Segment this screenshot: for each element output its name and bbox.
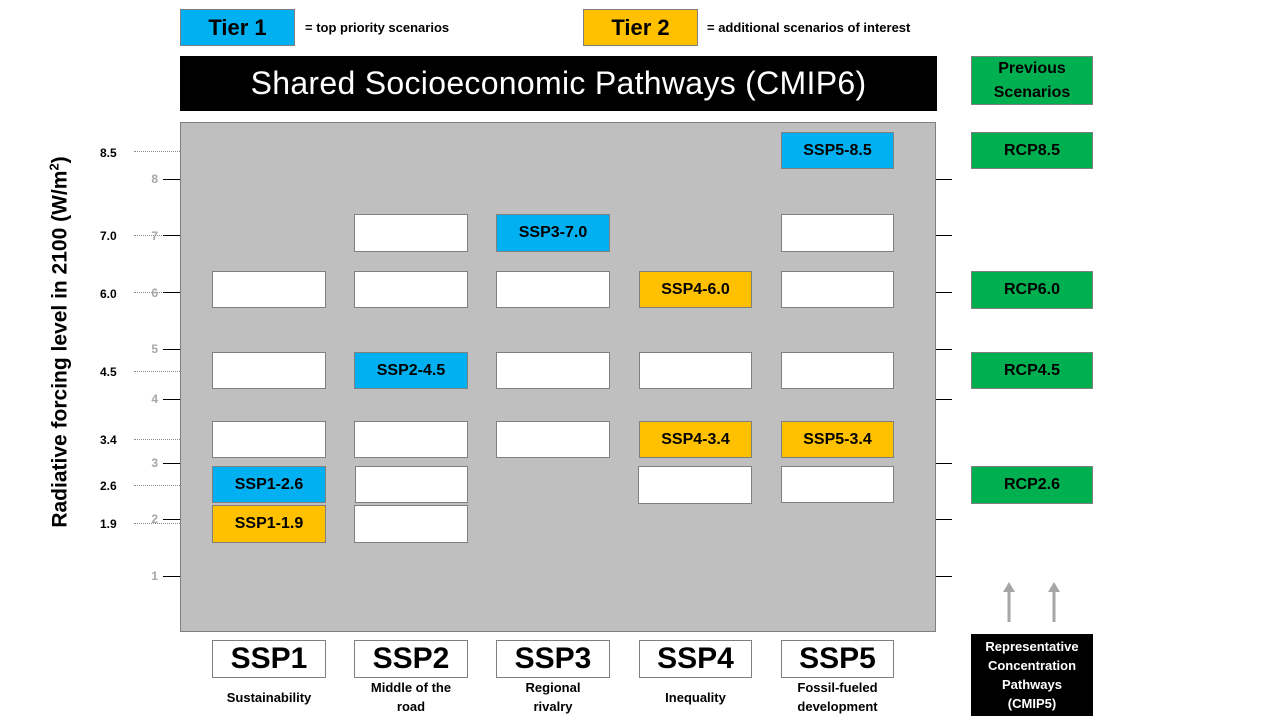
forcing-label-4-5: 4.5 <box>100 365 117 379</box>
cell-ssp5-2-6 <box>781 466 894 503</box>
scenario-ssp5-3-4: SSP5-3.4 <box>781 421 894 458</box>
ssp2-name: Middle of the road <box>370 680 452 714</box>
tier1-legend-swatch: Tier 1 <box>180 9 295 46</box>
dotted-line-2-6 <box>134 485 180 486</box>
tier2-legend-swatch: Tier 2 <box>583 9 698 46</box>
left-tick-2 <box>163 519 180 520</box>
y-tick-6: 6 <box>151 286 158 300</box>
right-tick-7 <box>936 235 952 236</box>
y-tick-4: 4 <box>151 392 158 406</box>
forcing-label-8-5: 8.5 <box>100 146 117 160</box>
cell-ssp4-4-5 <box>639 352 752 389</box>
rcp-cmip5-box: Representative Concentration Pathways (C… <box>971 634 1093 716</box>
y-tick-3: 3 <box>151 456 158 470</box>
y-tick-1: 1 <box>151 569 158 583</box>
y-tick-5: 5 <box>151 342 158 356</box>
cell-ssp1-4-5 <box>212 352 326 389</box>
tier2-legend-text: = additional scenarios of interest <box>707 20 911 35</box>
dotted-line-6-0 <box>134 292 180 293</box>
dotted-line-7-0 <box>134 235 180 236</box>
diagram-title: Shared Socioeconomic Pathways (CMIP6) <box>180 56 937 111</box>
left-tick-6 <box>163 292 180 293</box>
cell-ssp5-6-0 <box>781 271 894 308</box>
left-tick-7 <box>163 235 180 236</box>
rcp-8-5: RCP8.5 <box>971 132 1093 169</box>
ssp3-name: Regional rivalry <box>525 680 581 714</box>
y-tick-2: 2 <box>151 512 158 526</box>
cell-ssp2-3-4 <box>354 421 468 458</box>
cell-ssp3-4-5 <box>496 352 610 389</box>
forcing-label-1-9: 1.9 <box>100 517 117 531</box>
cell-ssp2-7-0 <box>354 214 468 252</box>
ssp4-name: Inequality <box>665 690 726 705</box>
forcing-label-7-0: 7.0 <box>100 229 117 243</box>
scenario-ssp1-1-9: SSP1-1.9 <box>212 505 326 543</box>
scenario-ssp4-6-0: SSP4-6.0 <box>639 271 752 308</box>
right-tick-2 <box>936 519 952 520</box>
ssp5-label: SSP5 <box>781 640 894 678</box>
rcp-2-6: RCP2.6 <box>971 466 1093 504</box>
cell-ssp3-3-4 <box>496 421 610 458</box>
cell-ssp2-1-9 <box>354 505 468 543</box>
cell-ssp1-6-0 <box>212 271 326 308</box>
ssp4-label: SSP4 <box>639 640 752 678</box>
scenario-ssp2-4-5: SSP2-4.5 <box>354 352 468 389</box>
up-arrows-icon <box>1003 582 1060 622</box>
right-tick-5 <box>936 349 952 350</box>
previous-scenarios-header: Previous Scenarios <box>971 56 1093 105</box>
cell-ssp5-7-0 <box>781 214 894 252</box>
ssp1-name: Sustainability <box>226 690 312 705</box>
y-axis-title: Radiative forcing level in 2100 (W/m2) <box>47 156 73 528</box>
y-tick-8: 8 <box>151 172 158 186</box>
forcing-label-6-0: 6.0 <box>100 287 117 301</box>
tier1-legend-text: = top priority scenarios <box>305 20 450 35</box>
left-tick-1 <box>163 576 180 577</box>
cell-ssp5-4-5 <box>781 352 894 389</box>
right-tick-3 <box>936 463 952 464</box>
cell-ssp2-6-0 <box>354 271 468 308</box>
y-tick-7: 7 <box>151 229 158 243</box>
scenario-ssp5-8-5: SSP5-8.5 <box>781 132 894 169</box>
cell-ssp3-6-0 <box>496 271 610 308</box>
cell-ssp1-3-4 <box>212 421 326 458</box>
right-tick-4 <box>936 399 952 400</box>
ssp3-label: SSP3 <box>496 640 610 678</box>
ssp1-label: SSP1 <box>212 640 326 678</box>
scenario-ssp1-2-6: SSP1-2.6 <box>212 466 326 503</box>
dotted-line-4-5 <box>134 371 180 372</box>
ssp2-label: SSP2 <box>354 640 468 678</box>
cell-ssp4-2-6 <box>638 466 752 504</box>
right-tick-6 <box>936 292 952 293</box>
dotted-line-1-9 <box>134 523 180 524</box>
forcing-label-3-4: 3.4 <box>100 433 117 447</box>
rcp-6-0: RCP6.0 <box>971 271 1093 309</box>
rcp-4-5: RCP4.5 <box>971 352 1093 389</box>
cell-ssp2-2-6 <box>355 466 468 503</box>
scenario-ssp3-7-0: SSP3-7.0 <box>496 214 610 252</box>
left-tick-8 <box>163 179 180 180</box>
scenario-ssp4-3-4: SSP4-3.4 <box>639 421 752 458</box>
left-tick-5 <box>163 349 180 350</box>
forcing-label-2-6: 2.6 <box>100 479 117 493</box>
left-tick-4 <box>163 399 180 400</box>
right-tick-1 <box>936 576 952 577</box>
dotted-line-3-4 <box>134 439 180 440</box>
ssp5-name: Fossil-fueled development <box>797 680 878 714</box>
right-tick-8 <box>936 179 952 180</box>
left-tick-3 <box>163 463 180 464</box>
dotted-line-8-5 <box>134 151 180 152</box>
